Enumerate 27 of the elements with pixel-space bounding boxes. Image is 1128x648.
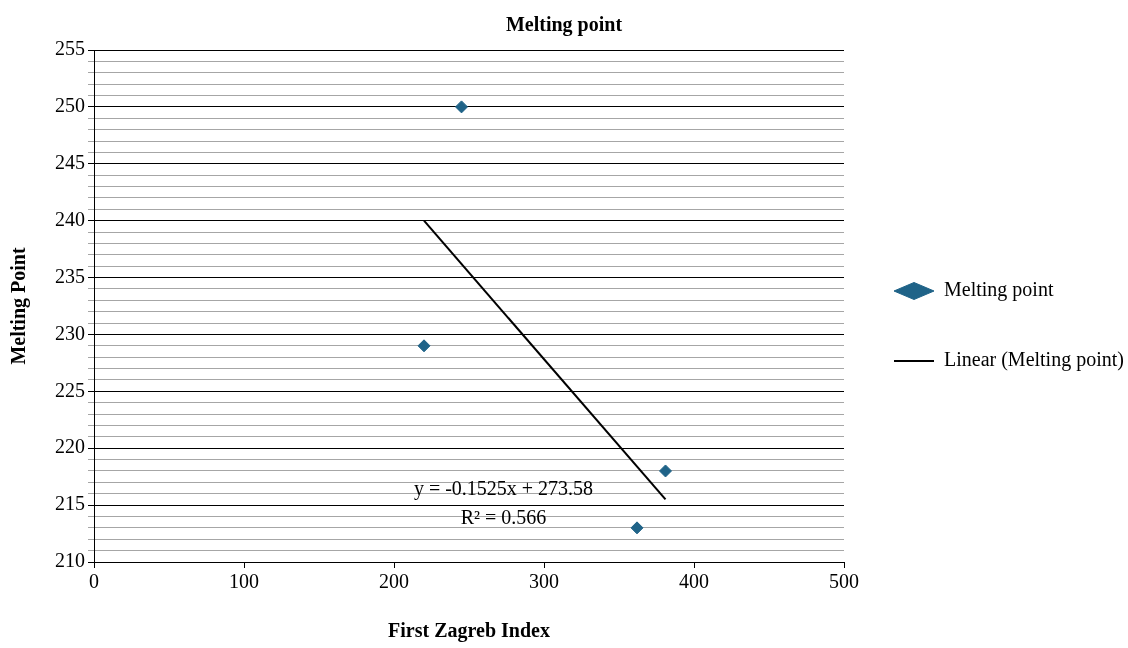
x-axis-title: First Zagreb Index [388, 619, 550, 643]
point [417, 339, 431, 353]
x-tick-label: 300 [529, 570, 559, 593]
legend-label: Linear (Melting point) [944, 348, 1124, 372]
annotation: y = -0.1525x + 273.58 [413, 477, 594, 501]
y-axis-title: Melting Point [7, 247, 31, 365]
y-tick-label: 250 [55, 94, 85, 117]
y-tick-label: 215 [55, 492, 85, 515]
y-tick-label: 220 [55, 435, 85, 458]
y-tick-label: 240 [55, 207, 85, 230]
chart-title: Melting point [505, 13, 623, 37]
point [630, 521, 644, 535]
y-tick-label: 235 [55, 264, 85, 287]
x-tick-label: 400 [679, 570, 709, 593]
x-tick-label: 200 [379, 570, 409, 593]
y-tick-label: 210 [55, 549, 85, 572]
x-tick-label: 500 [829, 570, 859, 593]
point [659, 464, 672, 478]
legend-label: Melting point [944, 278, 1054, 302]
y-tick-label: 230 [55, 321, 85, 344]
point [455, 100, 468, 114]
y-tick-label: 255 [55, 37, 85, 60]
annotation: R² = 0.566 [460, 506, 547, 529]
x-tick-label: 0 [89, 570, 99, 593]
y-tick-label: 245 [55, 151, 85, 174]
y-tick-label: 225 [55, 378, 85, 401]
x-tick-label: 100 [229, 570, 259, 593]
